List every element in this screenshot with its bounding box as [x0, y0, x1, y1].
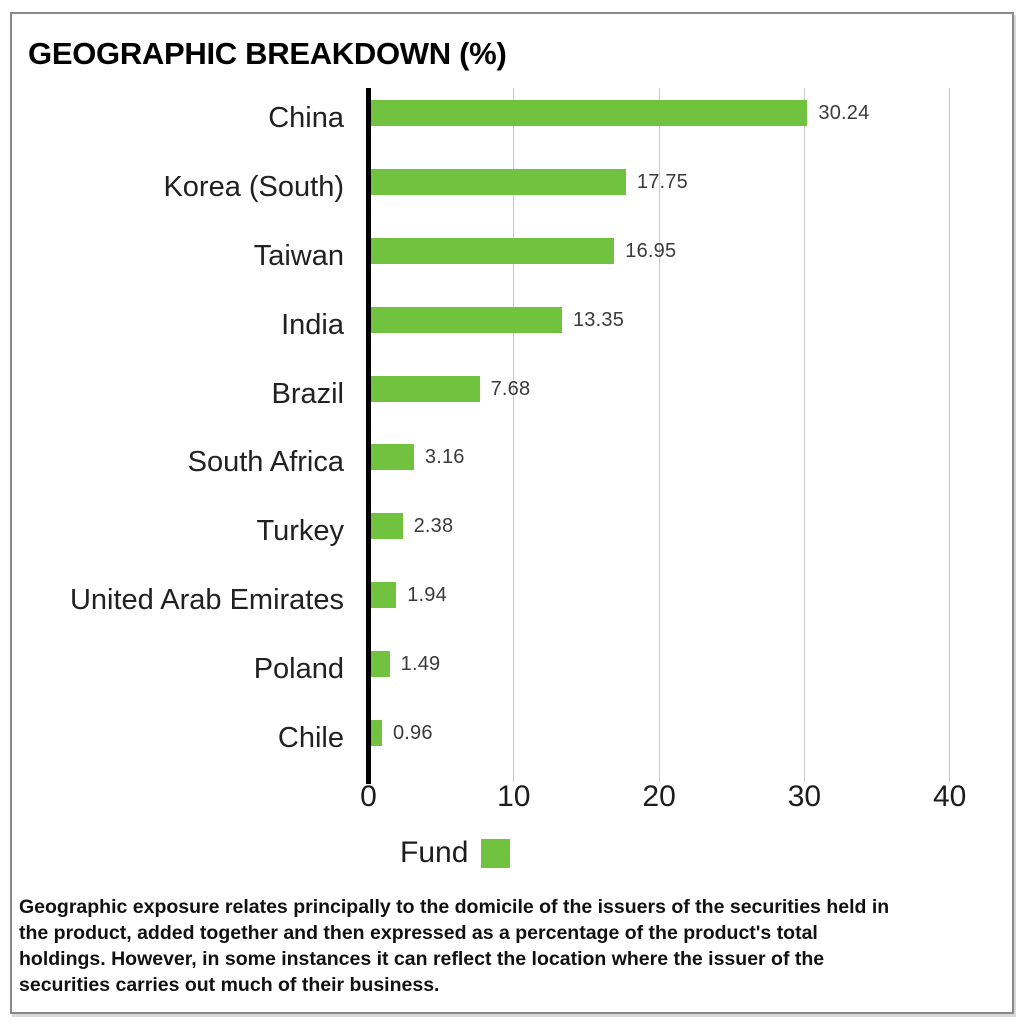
footnote: Geographic exposure relates principally …: [19, 894, 1009, 998]
value-label: 17.75: [636, 170, 688, 193]
category-label: United Arab Emirates: [69, 584, 344, 617]
category-label: Korea (South): [163, 170, 344, 203]
value-label: 2.38: [413, 515, 454, 538]
x-tick-label-0: 0: [360, 780, 377, 813]
chart-row: Chile 0.96: [12, 708, 1012, 777]
x-tick-label-40: 40: [933, 780, 967, 813]
legend-label: Fund: [400, 836, 469, 869]
gridline-30: [803, 88, 805, 782]
footnote-line-3: holdings. However, in some instances it …: [19, 948, 825, 970]
chart-row: South Africa 3.16: [12, 432, 1012, 501]
category-label: China: [268, 102, 344, 134]
chart-row: United Arab Emirates 1.94: [12, 570, 1012, 639]
chart-row: India 13.35: [12, 295, 1012, 364]
category-label: South Africa: [187, 446, 344, 479]
chart-row: Brazil 7.68: [12, 364, 1012, 433]
fund-bar-1: [366, 168, 626, 195]
footnote-line-1: Geographic exposure relates principally …: [19, 896, 890, 918]
chart-row: China 30.24: [12, 88, 1012, 157]
value-label: 0.96: [392, 722, 433, 745]
footnote-line-2: the product, added together and then exp…: [19, 922, 818, 944]
value-label: 1.49: [400, 653, 441, 676]
chart-title: GEOGRAPHIC BREAKDOWN (%): [28, 36, 507, 71]
category-label: Taiwan: [253, 239, 344, 272]
fund-bar-4: [366, 375, 480, 402]
value-label: 7.68: [490, 377, 531, 400]
x-tick-label-20: 20: [642, 780, 676, 813]
legend: Fund: [400, 836, 511, 869]
chart-row: Poland 1.49: [12, 639, 1012, 708]
chart-row: Korea (South) 17.75: [12, 157, 1012, 226]
x-tick-label-10: 10: [497, 780, 531, 813]
chart-row: Taiwan 16.95: [12, 226, 1012, 295]
category-label: Chile: [277, 722, 344, 755]
fund-bar-0: [366, 100, 808, 126]
bar-rows: China 30.24 Korea (South) 17.75 Taiwan 16.95 I…: [12, 88, 1012, 777]
fund-bar-5: [366, 444, 414, 471]
fund-bar-6: [366, 513, 403, 540]
x-tick-label-30: 30: [787, 780, 822, 813]
category-label: India: [281, 308, 344, 341]
gridline-40: [949, 88, 951, 782]
gridline-10: [513, 88, 515, 782]
value-label: 13.35: [572, 308, 625, 331]
fund-bar-8: [366, 651, 390, 678]
fund-bar-3: [366, 306, 562, 333]
fund-bar-7: [366, 582, 397, 609]
geographic-breakdown-chart: China 30.24 Korea (South) 17.75 Taiwan 16.95 I…: [12, 14, 1012, 1012]
category-label: Poland: [253, 653, 344, 686]
footnote-line-4: securities carries out much of their bus…: [19, 974, 440, 996]
factsheet-chart-panel: GEOGRAPHIC BREAKDOWN (%) China 30.24 Korea…: [10, 12, 1014, 1014]
value-label: 16.95: [625, 239, 677, 262]
category-label: Turkey: [256, 515, 344, 548]
fund-bar-2: [366, 237, 615, 264]
value-label: 3.16: [424, 446, 465, 469]
category-label: Brazil: [271, 377, 344, 410]
chart-row: Turkey 2.38: [12, 501, 1012, 570]
legend-swatch: [481, 838, 511, 868]
value-label: 30.24: [818, 102, 870, 124]
gridline-20: [658, 88, 660, 782]
value-label: 1.94: [407, 584, 447, 607]
y-axis-zero-line: [366, 88, 371, 784]
